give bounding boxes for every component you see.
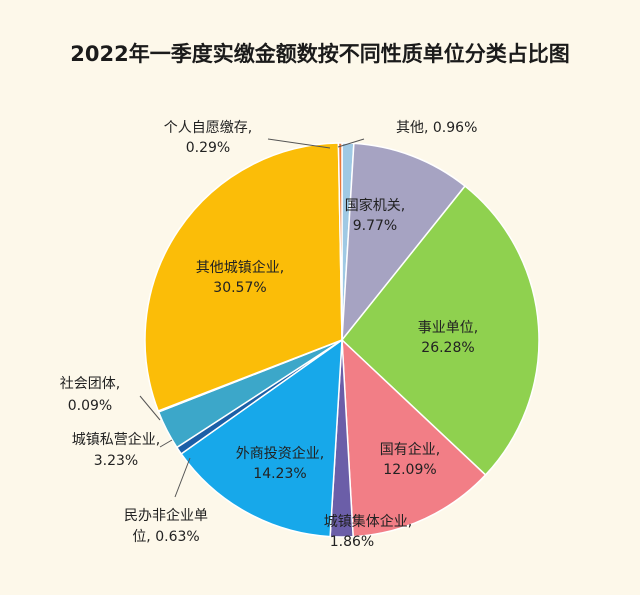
pie-slice — [180, 338, 343, 538]
slice-value-label: 0.09% — [68, 398, 112, 414]
slice-value-label: 0.29% — [186, 140, 230, 156]
pie-slice — [341, 142, 467, 343]
leader-line — [337, 138, 365, 148]
leader-line — [267, 138, 331, 149]
chart-title: 2022年一季度实缴金额数按不同性质单位分类占比图 — [70, 42, 570, 66]
slice-value-label: 1.86% — [330, 534, 374, 550]
slice-name-label: 国有企业, — [380, 441, 440, 458]
leader-line — [174, 457, 191, 498]
slice-value-label: 位, 0.63% — [132, 529, 199, 545]
slice-name-label: 国家机关, — [345, 197, 405, 214]
slice-name-label: 民办非企业单 — [124, 507, 208, 524]
slice-name-label: 社会团体, — [60, 376, 120, 392]
slice-name-label: 外商投资企业, — [236, 445, 324, 462]
slice-labels: 其他, 0.96% 国家机关, 9.77% 事业单位, 26.28% 国有企业, 12.09… — [60, 120, 478, 550]
slice-name-label: 个人自愿缴存, — [164, 120, 252, 136]
pie-slice — [341, 338, 487, 538]
slice-value-label: 26.28% — [421, 340, 474, 356]
pie-slice — [337, 142, 343, 341]
slice-name-label: 其他, 0.96% — [396, 120, 477, 136]
slice-value-label: 30.57% — [213, 280, 266, 296]
slice-value-label: 3.23% — [94, 453, 138, 469]
pie-slices — [144, 142, 540, 538]
slice-name-label: 城镇私营企业, — [72, 431, 160, 448]
slice-value-label: 12.09% — [383, 462, 436, 478]
slice-name-label: 城镇集体企业, — [324, 513, 412, 530]
leader-line — [139, 395, 161, 421]
slice-name-label: 事业单位, — [418, 320, 478, 336]
slice-name-label: 其他城镇企业, — [196, 259, 284, 276]
pie-slice — [144, 142, 343, 412]
slice-value-label: 9.77% — [353, 218, 397, 234]
slice-value-label: 14.23% — [253, 466, 306, 482]
pie-slice — [340, 185, 540, 477]
leader-lines — [139, 138, 365, 498]
leader-line — [159, 439, 173, 448]
